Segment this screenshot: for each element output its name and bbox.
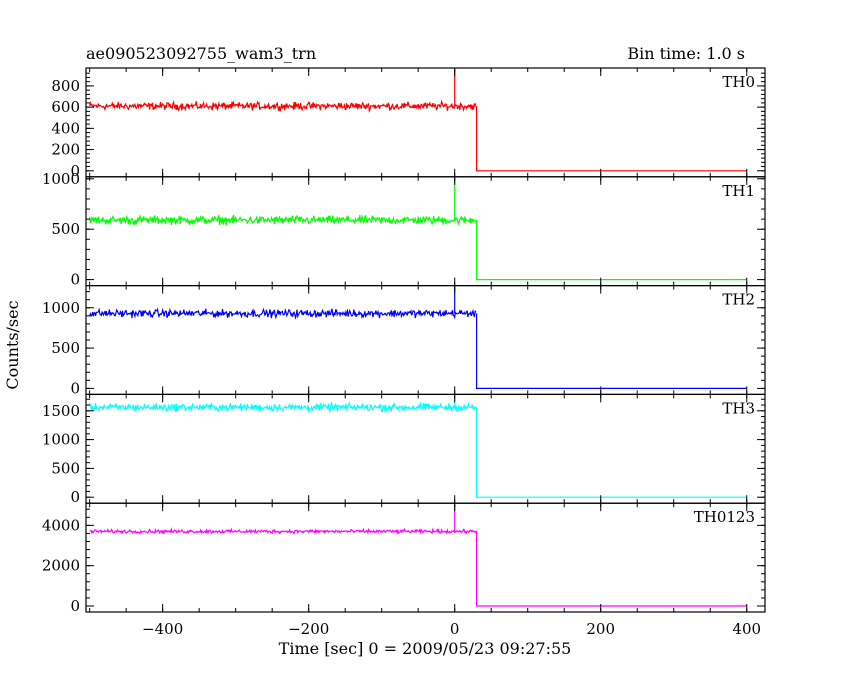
panel-th3: 0 500 1000 1500 TH3 [42,393,766,506]
x-axis-label: Time [sec] 0 = 2009/05/23 09:27:55 [279,639,572,658]
panel-label-th1: TH1 [722,182,755,200]
y-tick-label: 0 [70,271,80,289]
y-tick-label: 1000 [42,170,80,188]
chart-title: ae090523092755_wam3_trn [86,44,316,63]
y-tick-label: 500 [51,459,80,477]
panel-frame [85,393,766,504]
panel-label-th3: TH3 [722,399,755,417]
bin-time-label: Bin time: 1.0 s [627,44,745,63]
panel-th0: 0 200 400 600 800 TH0 [51,67,766,180]
series-line-th3 [89,396,747,498]
x-tick-label: 0 [450,620,460,638]
x-tick-label: −400 [142,620,183,638]
y-tick-label: 4000 [42,516,80,534]
y-tick-label: 600 [51,98,80,116]
y-tick-label: 0 [70,162,80,180]
y-tick-label: 0 [70,597,80,615]
panel-label-th2: TH2 [722,291,755,309]
y-tick-label: 1000 [42,431,80,449]
series-line-th2 [89,287,747,389]
y-tick-label: 1000 [42,299,80,317]
y-axis-label: Counts/sec [3,300,22,389]
x-tick-label: 400 [732,620,761,638]
y-tick-label: 400 [51,119,80,137]
x-tick-label: −200 [288,620,329,638]
series-line-th0 [89,70,747,172]
panel-frame [85,176,766,287]
panel-th0123: 0 2000 4000 TH0123 [42,502,766,615]
y-tick-label: 0 [70,488,80,506]
panel-frame [85,285,766,396]
y-tick-label: 0 [70,379,80,397]
y-tick-label: 500 [51,220,80,238]
panel-th2: 0 500 1000 TH2 [42,285,766,397]
panel-th1: 0 500 1000 TH1 [42,170,766,289]
y-tick-label: 200 [51,141,80,159]
panel-frame [85,67,766,178]
y-tick-label: 1500 [42,402,80,420]
y-tick-label: 800 [51,77,80,95]
panel-label-th0123: TH0123 [694,508,755,526]
panel-label-th0: TH0 [722,73,755,91]
y-tick-label: 2000 [42,557,80,575]
panels-group: 0 200 400 600 800 TH0 0 500 1000 TH1 0 500 1000 TH2 0 5… [42,67,766,638]
y-tick-label: 500 [51,339,80,357]
series-line-th1 [89,178,747,281]
panel-frame [85,502,766,613]
series-line-th0123 [89,505,747,607]
x-tick-label: 200 [586,620,615,638]
